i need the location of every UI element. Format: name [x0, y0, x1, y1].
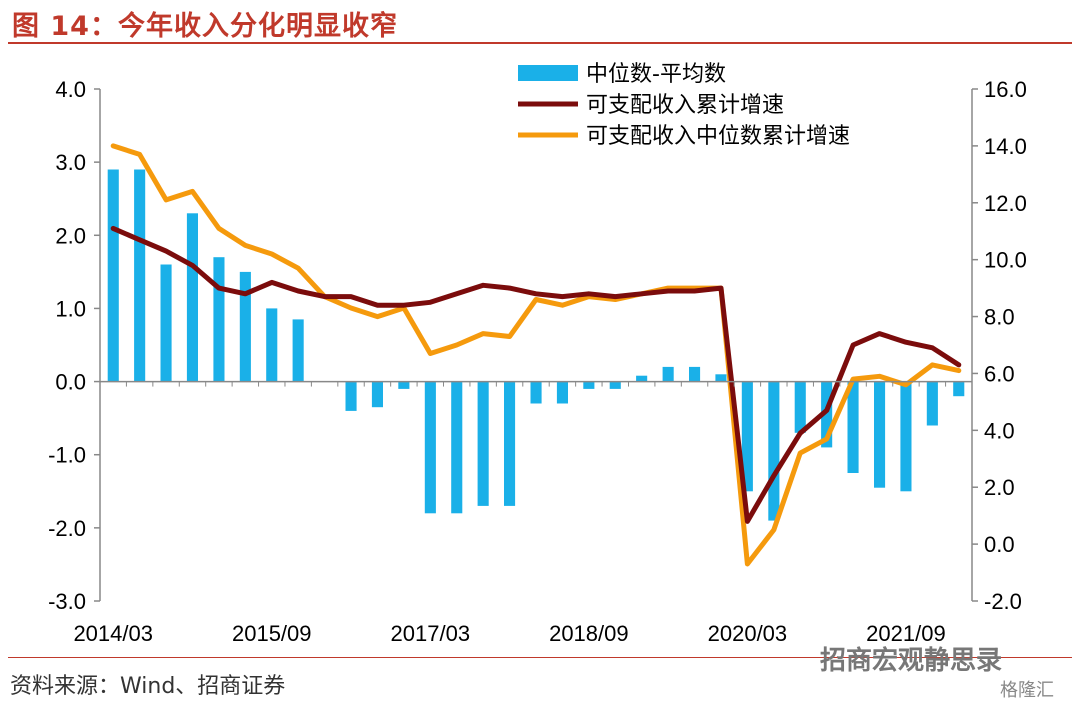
bar [186, 213, 198, 382]
bar [107, 169, 119, 382]
axes: 4.0 3.0 2.0 1.0 0.0 -1.0 -2.0 -3.0 16.0 14.0 12.0 1… [48, 77, 1027, 646]
x-tick-label: 2017/03 [391, 621, 471, 646]
legend-swatch-bar [518, 65, 578, 81]
source-note: 资料来源：Wind、招商证券 [10, 674, 286, 699]
left-tick-label: 3.0 [55, 150, 86, 175]
watermark-secondary: 格隆汇 [1000, 680, 1054, 701]
bar [345, 381, 357, 411]
bar [424, 381, 436, 514]
right-tick-label: 16.0 [984, 77, 1027, 102]
watermark: 招商宏观静思录 [820, 646, 1003, 676]
bar [794, 381, 806, 433]
right-tick-label: 0.0 [984, 532, 1015, 557]
left-tick-label: -1.0 [48, 443, 86, 468]
bar-series [107, 169, 965, 521]
bar [451, 381, 463, 514]
bar [953, 381, 965, 397]
bar [636, 375, 648, 382]
bar [847, 381, 859, 473]
x-tick-label: 2014/03 [73, 621, 153, 646]
right-tick-label: -2.0 [984, 589, 1022, 614]
left-tick-label: -2.0 [48, 516, 86, 541]
bar [715, 374, 727, 382]
x-tick-label: 2021/09 [866, 621, 946, 646]
bar [689, 366, 701, 382]
bar [609, 381, 621, 389]
x-tick-label: 2015/09 [232, 621, 312, 646]
left-tick-label: 4.0 [55, 77, 86, 102]
series-line [110, 225, 962, 524]
bar [900, 381, 912, 492]
bar [239, 271, 251, 382]
bar [371, 381, 383, 408]
bar [292, 319, 304, 382]
right-tick-label: 4.0 [984, 418, 1015, 443]
x-tick-label: 2018/09 [549, 621, 629, 646]
bar [160, 264, 172, 382]
left-tick-label: 1.0 [55, 296, 86, 321]
bar [556, 381, 568, 404]
left-tick-label: 0.0 [55, 370, 86, 395]
bar [926, 381, 938, 426]
right-tick-label: 14.0 [984, 134, 1027, 159]
bar [741, 381, 753, 492]
bar [266, 308, 278, 382]
bar [530, 381, 542, 404]
right-tick-label: 2.0 [984, 475, 1015, 500]
left-tick-label: 2.0 [55, 223, 86, 248]
right-tick-label: 6.0 [984, 361, 1015, 386]
legend-label: 可支配收入累计增速 [586, 93, 784, 118]
bar [821, 381, 833, 448]
legend-label: 可支配收入中位数累计增速 [586, 124, 850, 149]
bar [583, 381, 595, 389]
bar [768, 381, 780, 521]
bar [134, 169, 146, 382]
bar [477, 381, 489, 506]
right-tick-label: 12.0 [984, 191, 1027, 216]
x-tick-label: 2020/03 [708, 621, 788, 646]
series-line [110, 143, 962, 567]
bar [874, 381, 886, 488]
bar [504, 381, 516, 506]
source-rule [8, 657, 1072, 658]
right-tick-label: 10.0 [984, 248, 1027, 273]
bar [662, 366, 674, 382]
figure-title: 图 14：今年收入分化明显收窄 [12, 11, 398, 42]
line-series [110, 143, 962, 567]
right-tick-label: 8.0 [984, 305, 1015, 330]
bar [213, 257, 225, 382]
title-rule [8, 42, 1072, 44]
bar [398, 381, 410, 389]
left-tick-label: -3.0 [48, 589, 86, 614]
legend-label: 中位数-平均数 [586, 62, 726, 87]
